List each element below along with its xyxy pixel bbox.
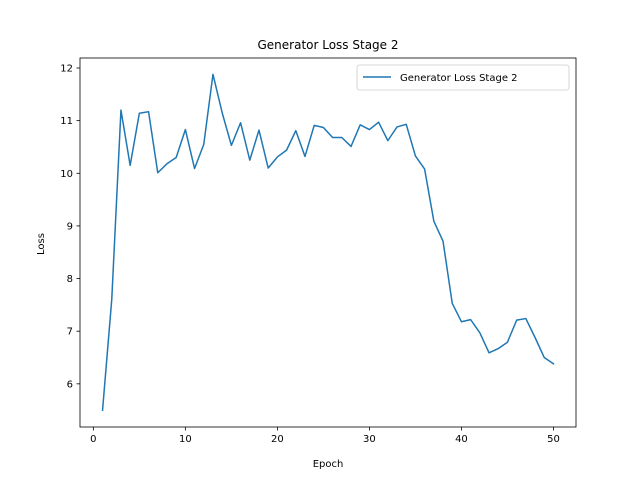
x-tick-label: 20 xyxy=(271,434,284,445)
x-tick-label: 40 xyxy=(455,434,468,445)
legend-label: Generator Loss Stage 2 xyxy=(400,73,518,84)
chart-title: Generator Loss Stage 2 xyxy=(257,38,398,52)
series-line-0 xyxy=(101,73,555,411)
y-tick-label: 11 xyxy=(60,116,73,127)
legend: Generator Loss Stage 2 xyxy=(356,64,570,91)
x-axis-title: Epoch xyxy=(313,459,344,470)
y-tick-label: 6 xyxy=(67,379,73,390)
x-tick-label: 0 xyxy=(90,434,96,445)
y-tick-label: 12 xyxy=(60,64,73,75)
x-tick-label: 50 xyxy=(547,434,560,445)
y-tick-label: 10 xyxy=(60,169,73,180)
legend-box xyxy=(356,64,570,91)
axes-frame xyxy=(79,57,577,428)
y-tick-label: 8 xyxy=(67,274,73,285)
x-tick-label: 10 xyxy=(179,434,192,445)
y-tick-label: 9 xyxy=(67,221,73,232)
y-tick-label: 7 xyxy=(67,327,73,338)
x-tick-label: 30 xyxy=(363,434,376,445)
y-axis-title: Loss xyxy=(36,233,47,255)
plot-area: 0 10 20 30 40 50 6 7 8 9 10 11 12 xyxy=(60,57,577,445)
